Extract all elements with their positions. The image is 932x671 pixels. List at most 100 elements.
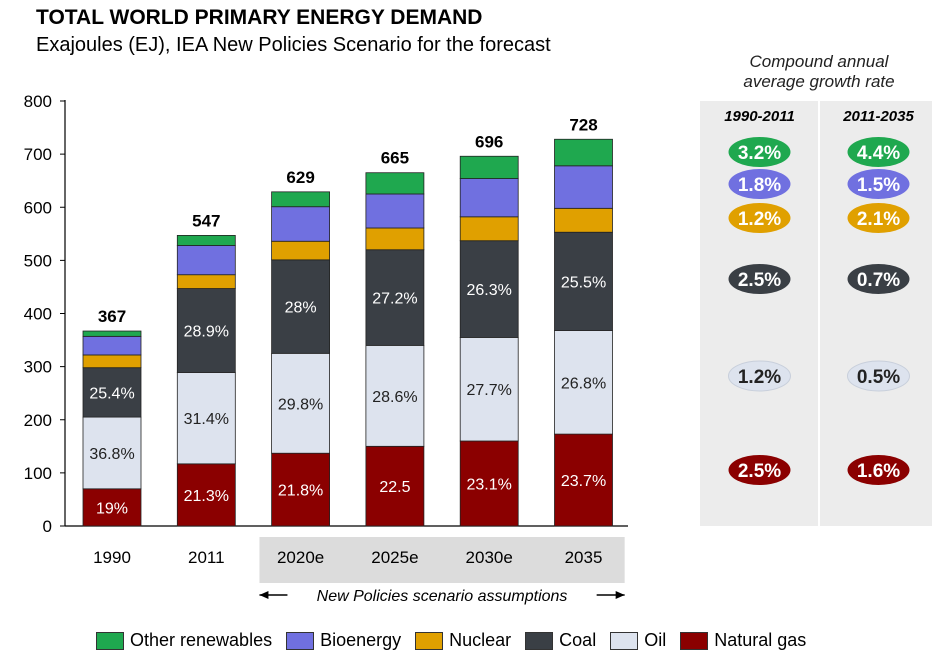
cagr-pill-other-renewables — [728, 137, 791, 167]
x-tick-label: 1990 — [93, 548, 131, 567]
cagr-pill-coal — [728, 264, 791, 294]
x-tick-label: 2025e — [371, 548, 418, 567]
cagr-pill-natural-gas — [728, 455, 791, 485]
cagr-column-header: 2011-2035 — [842, 108, 914, 125]
legend-label: Natural gas — [714, 630, 807, 650]
data-label: 25.5% — [561, 274, 606, 291]
cagr-value: 2.1% — [857, 209, 900, 230]
bar-segment-other-renewables — [554, 138, 613, 167]
chart-subtitle: Exajoules (EJ), IEA New Policies Scenari… — [36, 34, 551, 56]
bar-segment-nuclear — [365, 227, 425, 251]
y-tick-label: 300 — [24, 358, 52, 377]
bar-segment-oil — [271, 352, 331, 454]
total-label: 665 — [381, 149, 409, 168]
bar-segment-bioenergy — [176, 245, 236, 276]
cagr-header-line1: Compound annual — [749, 52, 889, 71]
legend-item-oil: Oil — [610, 630, 666, 651]
total-label: 629 — [286, 168, 314, 187]
y-tick-label: 700 — [24, 145, 52, 164]
legend-label: Bioenergy — [320, 630, 402, 650]
data-label: 21.8% — [278, 483, 323, 500]
data-label: 28% — [285, 300, 317, 317]
cagr-header-line2: average growth rate — [743, 72, 895, 91]
data-label: 25.4% — [89, 385, 134, 402]
total-label: 547 — [192, 211, 220, 230]
y-tick-label: 0 — [43, 517, 52, 536]
data-label: 27.2% — [372, 291, 417, 308]
total-label: 367 — [98, 307, 126, 326]
cagr-value: 3.2% — [738, 143, 781, 164]
y-tick-label: 200 — [24, 411, 52, 430]
bar-segment-coal — [459, 240, 519, 338]
forecast-shade — [259, 537, 625, 583]
data-label: 28.6% — [372, 389, 417, 406]
cagr-value: 2.5% — [738, 461, 781, 482]
data-label: 26.8% — [561, 375, 606, 392]
legend-item-nuclear: Nuclear — [415, 630, 511, 651]
cagr-value: 1.6% — [857, 461, 900, 482]
bar-segment-oil — [82, 416, 142, 490]
data-label: 23.7% — [561, 473, 606, 490]
bar-segment-bioenergy — [459, 178, 519, 218]
cagr-header: Compound annual average growth rate — [700, 52, 932, 92]
bar-segment-oil — [365, 344, 425, 447]
bar-segment-nuclear — [271, 240, 331, 261]
bar-segment-natural-gas — [365, 445, 425, 527]
bar-segment-nuclear — [176, 274, 236, 289]
bar-segment-bioenergy — [82, 335, 142, 356]
data-label: 29.8% — [278, 396, 323, 413]
x-tick-label: 2011 — [188, 548, 225, 567]
legend-swatch — [96, 631, 124, 650]
bar-segment-bioenergy — [365, 193, 425, 229]
x-tick-label: 2020e — [277, 548, 324, 567]
legend-swatch — [680, 631, 709, 650]
legend-item-natural-gas: Natural gas — [680, 630, 806, 651]
data-label: 28.9% — [184, 324, 229, 341]
bar-segment-coal — [82, 367, 142, 418]
chart-title: TOTAL WORLD PRIMARY ENERGY DEMAND — [36, 6, 483, 29]
data-label: 21.3% — [184, 488, 229, 505]
data-label: 36.8% — [89, 446, 134, 463]
y-tick-label: 100 — [24, 464, 52, 483]
bar-segment-other-renewables — [271, 191, 331, 208]
legend-item-coal: Coal — [525, 630, 596, 651]
x-tick-label: 2030e — [466, 548, 513, 567]
bar-segment-coal — [554, 231, 613, 331]
bar-segment-nuclear — [459, 216, 519, 242]
total-label: 728 — [569, 115, 597, 134]
y-tick-label: 800 — [24, 92, 52, 111]
bar-segment-oil — [459, 337, 519, 442]
legend-label: Other renewables — [130, 630, 273, 650]
legend-swatch — [286, 631, 315, 650]
cagr-value: 1.5% — [857, 175, 900, 196]
cagr-value: 0.7% — [857, 270, 900, 291]
data-label: 19% — [96, 500, 128, 517]
legend-item-bioenergy: Bioenergy — [286, 630, 401, 651]
y-tick-label: 600 — [24, 198, 52, 217]
cagr-pill-oil — [728, 360, 791, 392]
cagr-pill-bioenergy — [847, 169, 910, 199]
legend-label: Oil — [644, 630, 667, 650]
total-label: 696 — [475, 132, 503, 151]
forecast-arrowhead-left — [259, 591, 269, 599]
bar-segment-natural-gas — [82, 488, 142, 527]
cagr-pill-oil — [847, 360, 910, 392]
forecast-arrowhead-right — [615, 591, 625, 599]
bar-segment-bioenergy — [271, 206, 331, 242]
cagr-pill-coal — [847, 264, 910, 294]
data-label: 23.1% — [467, 477, 512, 494]
cagr-pill-bioenergy — [728, 169, 791, 199]
data-label: 27.7% — [467, 382, 512, 399]
bar-segment-coal — [176, 288, 236, 373]
legend-swatch — [415, 631, 444, 650]
bar-segment-other-renewables — [176, 235, 236, 246]
cagr-value: 4.4% — [857, 143, 900, 164]
y-tick-label: 400 — [24, 305, 52, 324]
data-label: 22.5 — [379, 479, 410, 496]
legend-item-other-renewables: Other renewables — [96, 630, 272, 651]
bar-segment-natural-gas — [554, 433, 613, 527]
cagr-pill-other-renewables — [847, 137, 910, 167]
bar-segment-coal — [365, 249, 425, 346]
cagr-value: 1.8% — [738, 175, 781, 196]
bar-segment-other-renewables — [459, 155, 519, 179]
